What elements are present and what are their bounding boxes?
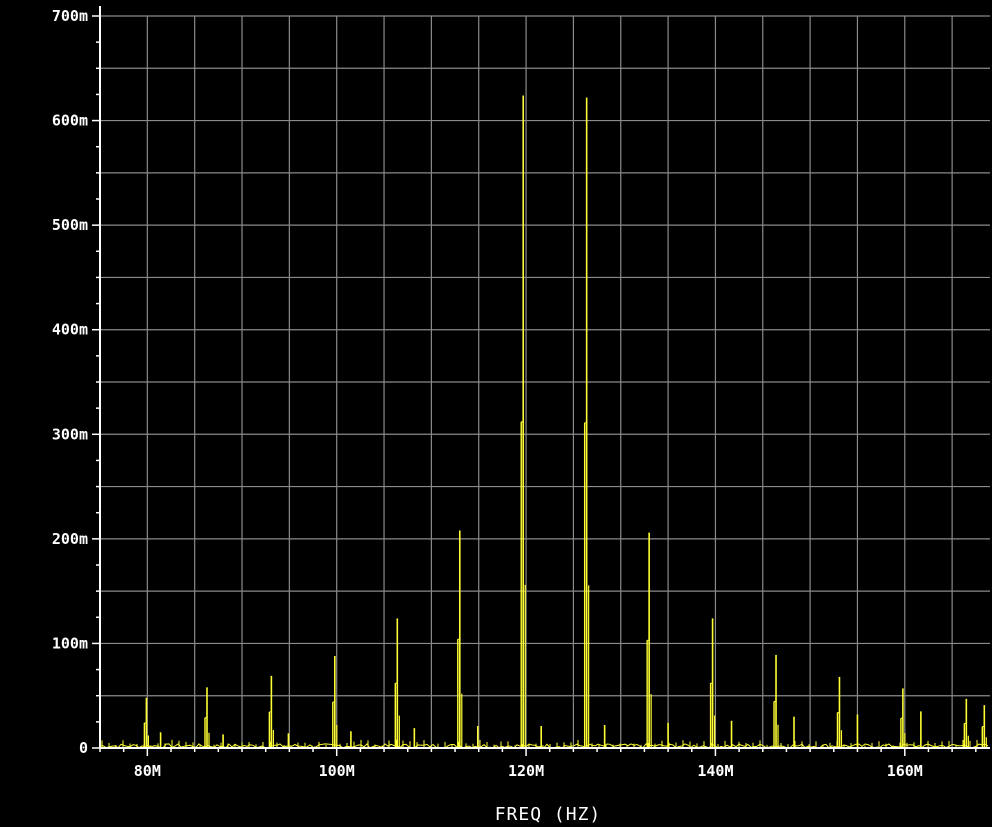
x-tick-label: 140M: [697, 762, 733, 780]
y-tick-label: 700m: [52, 7, 88, 25]
x-tick-label: 80M: [134, 762, 161, 780]
y-tick-label: 200m: [52, 530, 88, 548]
axes: [92, 6, 990, 756]
y-tick-label: 300m: [52, 425, 88, 443]
y-tick-label: 100m: [52, 634, 88, 652]
y-tick-label: 500m: [52, 216, 88, 234]
y-tick-label: 0: [79, 739, 88, 757]
y-axis-ticks: 0 100m 200m 300m 400m 500m 600m 700m: [52, 7, 88, 757]
y-tick-label: 400m: [52, 321, 88, 339]
x-axis-label: FREQ (HZ): [495, 804, 602, 825]
x-axis-ticks: 80M 100M 120M 140M 160M: [134, 762, 923, 780]
x-tick-label: 120M: [508, 762, 544, 780]
x-tick-label: 100M: [319, 762, 355, 780]
x-tick-label: 160M: [887, 762, 923, 780]
y-tick-label: 600m: [52, 112, 88, 130]
grid: [99, 15, 990, 749]
spectrum-trace: [99, 95, 989, 749]
